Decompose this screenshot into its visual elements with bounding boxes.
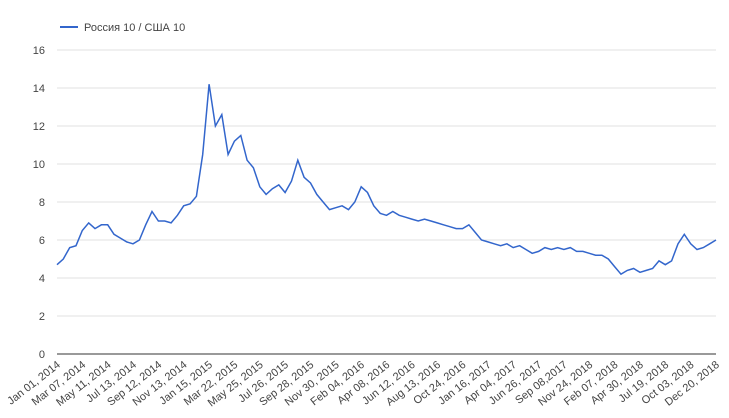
y-tick-label: 14 — [33, 83, 45, 95]
y-tick-label: 16 — [33, 45, 45, 57]
y-tick-label: 6 — [39, 235, 45, 247]
y-tick-label: 10 — [33, 159, 45, 171]
y-tick-label: 8 — [39, 197, 45, 209]
series-line — [56, 84, 717, 276]
y-tick-label: 4 — [39, 273, 45, 285]
y-tick-label: 0 — [39, 349, 45, 361]
y-tick-label: 12 — [33, 121, 45, 133]
legend-label: Россия 10 / США 10 — [84, 22, 185, 34]
y-tick-label: 2 — [39, 311, 45, 323]
